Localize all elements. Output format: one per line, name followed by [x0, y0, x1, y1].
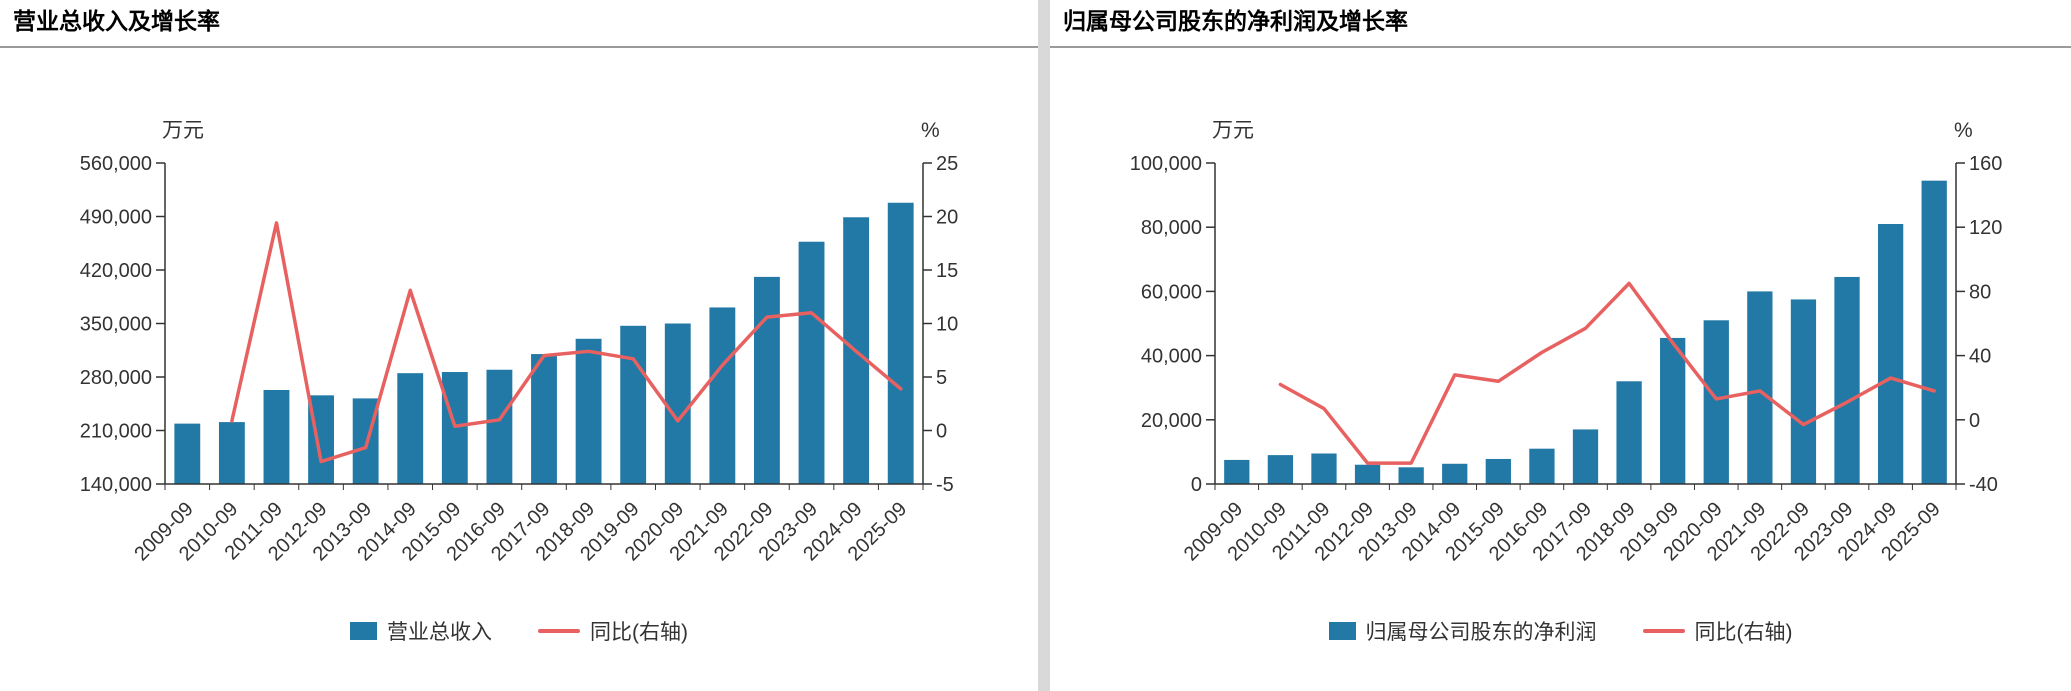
svg-text:%: %	[1954, 119, 1973, 142]
net-profit-chart-title: 归属母公司股东的净利润及增长率	[1063, 8, 1408, 34]
svg-text:0: 0	[1191, 474, 1202, 496]
revenue-panel: 营业总收入及增长率 140,000 210,000 280,000 350,000 42…	[0, 0, 1038, 646]
svg-text:420,000: 420,000	[80, 260, 152, 282]
svg-text:60,000: 60,000	[1141, 281, 1202, 303]
svg-text:0: 0	[936, 420, 947, 442]
svg-text:80: 80	[1969, 281, 1991, 303]
svg-text:20,000: 20,000	[1141, 409, 1202, 431]
legend-label-revenue: 营业总收入	[387, 620, 492, 644]
svg-text:-5: -5	[936, 474, 954, 496]
legend-item-yoy-revenue[interactable]: 同比(右轴)	[538, 616, 688, 646]
svg-text:160: 160	[1969, 153, 2002, 175]
svg-text:140,000: 140,000	[80, 474, 152, 496]
svg-text:100,000: 100,000	[1130, 153, 1202, 175]
legend-label-net-profit: 归属母公司股东的净利润	[1365, 620, 1597, 644]
legend-item-net-profit[interactable]: 归属母公司股东的净利润	[1328, 616, 1597, 646]
svg-text:350,000: 350,000	[80, 313, 152, 335]
svg-text:25: 25	[936, 153, 958, 175]
revenue-panel-header: 营业总收入及增长率	[0, 0, 1038, 48]
line-series-swatch-icon	[1642, 628, 1685, 633]
net-profit-chart-legend: 归属母公司股东的净利润 同比(右轴)	[1050, 616, 2071, 646]
svg-text:80,000: 80,000	[1141, 217, 1202, 239]
svg-text:万元: 万元	[1212, 119, 1254, 142]
line-series-swatch-icon	[538, 628, 580, 633]
svg-text:120: 120	[1969, 217, 2002, 239]
svg-text:20: 20	[936, 206, 958, 228]
svg-text:40,000: 40,000	[1141, 345, 1202, 367]
svg-text:40: 40	[1969, 345, 1991, 367]
svg-text:0: 0	[1969, 409, 1980, 431]
net-profit-panel: 归属母公司股东的净利润及增长率 0 20,000 40,000 60,000 80,00…	[1050, 0, 2071, 691]
legend-label-yoy: 同比(右轴)	[590, 620, 688, 644]
svg-text:-40: -40	[1969, 474, 1998, 496]
net-profit-panel-header: 归属母公司股东的净利润及增长率	[1050, 0, 2071, 48]
legend-item-revenue[interactable]: 营业总收入	[350, 616, 492, 646]
net-profit-chart[interactable]: 0 20,000 40,000 60,000 80,000 100,000 -40 0 40 80…	[1050, 48, 2071, 604]
svg-text:5: 5	[936, 367, 947, 389]
revenue-chart-legend: 营业总收入 同比(右轴)	[0, 616, 1038, 646]
svg-text:10: 10	[936, 313, 958, 335]
svg-text:560,000: 560,000	[80, 153, 152, 175]
svg-text:万元: 万元	[162, 119, 204, 142]
svg-text:210,000: 210,000	[80, 420, 152, 442]
bar-series-swatch-icon	[1328, 621, 1356, 640]
legend-item-yoy-net-profit[interactable]: 同比(右轴)	[1642, 616, 1793, 646]
bar-series-swatch-icon	[350, 621, 377, 640]
revenue-chart-title: 营业总收入及增长率	[13, 8, 220, 34]
svg-text:280,000: 280,000	[80, 367, 152, 389]
svg-text:%: %	[921, 119, 940, 142]
panel-divider	[1038, 0, 1050, 691]
legend-label-yoy: 同比(右轴)	[1694, 620, 1793, 644]
svg-text:490,000: 490,000	[80, 206, 152, 228]
svg-text:15: 15	[936, 260, 958, 282]
revenue-chart[interactable]: 140,000 210,000 280,000 350,000 420,000 490,0…	[0, 48, 1038, 604]
